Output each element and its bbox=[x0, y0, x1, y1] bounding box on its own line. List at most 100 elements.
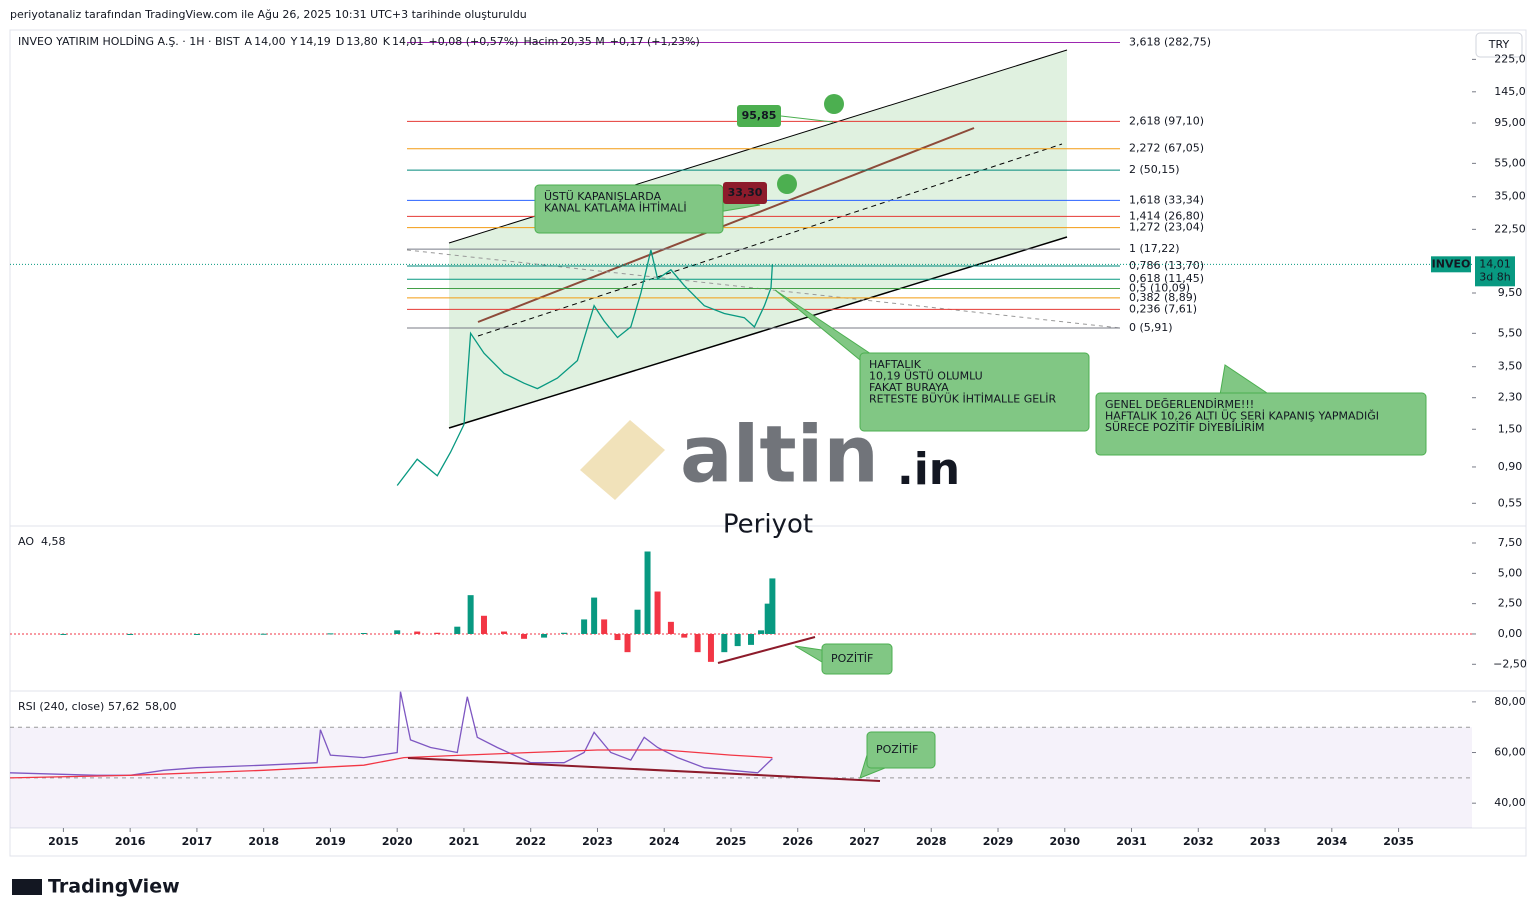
ao-tick-label: 0,00 bbox=[1498, 627, 1523, 640]
ao-bar bbox=[614, 633, 621, 641]
channel-trend bbox=[477, 127, 975, 323]
chart-frame bbox=[9, 29, 1527, 857]
ao-tick-label: 7,50 bbox=[1498, 536, 1523, 549]
ohlc-label: K bbox=[383, 35, 391, 48]
fib-label: 0,382 (8,89) bbox=[1129, 291, 1197, 304]
volume: 20,35 M bbox=[560, 35, 604, 48]
x-tick-label: 2016 bbox=[115, 835, 146, 848]
ao-trend bbox=[717, 636, 816, 664]
ohlc-value: 14,00 bbox=[254, 35, 286, 48]
callout-text: FAKAT BURAYA bbox=[869, 381, 949, 394]
callout-tail bbox=[794, 645, 823, 663]
pin bbox=[824, 94, 844, 114]
x-tick-label: 2034 bbox=[1316, 835, 1347, 848]
target-low: 33,30 bbox=[728, 186, 763, 199]
last-price-box bbox=[1475, 256, 1515, 287]
channel-mid bbox=[477, 143, 1063, 337]
ao-bar bbox=[764, 603, 771, 634]
callout bbox=[1095, 392, 1427, 456]
x-tick-label: 2026 bbox=[782, 835, 813, 848]
y-tick-label: 95,00 bbox=[1494, 116, 1526, 129]
ao-tick-label: 5,00 bbox=[1498, 566, 1523, 579]
countdown: 3d 8h bbox=[1479, 270, 1510, 283]
ohlc-value: 14,01 bbox=[392, 35, 424, 48]
ao-last: 4,58 bbox=[41, 535, 66, 548]
ao-bar bbox=[327, 633, 334, 635]
x-tick-label: 2024 bbox=[649, 835, 680, 848]
pin bbox=[777, 174, 797, 194]
ao-bar bbox=[748, 633, 755, 645]
ao-bar bbox=[721, 633, 728, 653]
x-tick-label: 2028 bbox=[916, 835, 947, 848]
ao-bar bbox=[591, 597, 598, 634]
ao-bar bbox=[127, 633, 134, 635]
ao-bar bbox=[667, 621, 674, 634]
watermark-author: Periyot bbox=[723, 510, 813, 540]
x-tick-label: 2018 bbox=[248, 835, 279, 848]
change: +0,08 (+0,57%) bbox=[429, 35, 519, 48]
ao-bar bbox=[260, 633, 267, 635]
symbol: INVEO YATIRIM HOLDİNG A.Ş. · 1H · BIST bbox=[18, 35, 240, 48]
ohlc-value: 14,19 bbox=[299, 35, 331, 48]
fib-label: 2,618 (97,10) bbox=[1129, 114, 1204, 127]
watermark-domain: .in bbox=[897, 444, 960, 495]
fib-label: 0,5 (10,09) bbox=[1129, 282, 1190, 295]
y-tick-label: 225,0 bbox=[1494, 52, 1526, 65]
callout-text: POZİTİF bbox=[831, 652, 873, 665]
volume-change: +0,17 (+1,23%) bbox=[610, 35, 700, 48]
ao-bar bbox=[434, 632, 441, 634]
fib-label: 2 (50,15) bbox=[1129, 163, 1180, 176]
callout-text: RETESTE BÜYÜK İHTİMALLE GELİR bbox=[869, 393, 1057, 406]
callout bbox=[534, 184, 724, 234]
fib-label: 0,786 (13,70) bbox=[1129, 259, 1204, 272]
rsi-tick-label: 40,00 bbox=[1494, 796, 1526, 809]
ao-bar bbox=[521, 633, 528, 639]
ao-tick-label: −2,50 bbox=[1493, 657, 1527, 670]
ao-bar bbox=[561, 632, 568, 634]
fib-label: 1 (17,22) bbox=[1129, 242, 1180, 255]
target-link bbox=[780, 115, 834, 123]
target-tag bbox=[737, 105, 781, 127]
callout-text: HAFTALIK bbox=[869, 358, 922, 371]
x-tick-label: 2027 bbox=[849, 835, 880, 848]
ao-bar bbox=[501, 631, 508, 634]
callout-text: GENEL DEĞERLENDİRME!!! bbox=[1105, 398, 1254, 411]
ao-bar bbox=[769, 578, 776, 634]
fib-label: 3,618 (282,75) bbox=[1129, 36, 1211, 49]
y-tick-label: 9,50 bbox=[1498, 286, 1523, 299]
ao-tick-label: 2,50 bbox=[1498, 597, 1523, 610]
fib-label: 1,618 (33,34) bbox=[1129, 193, 1204, 206]
x-tick-label: 2015 bbox=[48, 835, 79, 848]
x-tick-label: 2023 bbox=[582, 835, 613, 848]
fib-label: 1,414 (26,80) bbox=[1129, 209, 1204, 222]
attribution: periyotanaliz tarafından TradingView.com… bbox=[10, 8, 527, 21]
ao-bar bbox=[394, 630, 401, 634]
channel-fill bbox=[449, 50, 1067, 428]
x-tick-label: 2025 bbox=[716, 835, 747, 848]
fib-label: 2,272 (67,05) bbox=[1129, 142, 1204, 155]
ao-bar bbox=[601, 619, 608, 634]
ao-bar bbox=[654, 591, 661, 634]
ao-bar bbox=[644, 551, 651, 634]
y-tick-label: 35,00 bbox=[1494, 190, 1526, 203]
currency-button[interactable] bbox=[1475, 32, 1523, 58]
ao-bar bbox=[758, 630, 765, 634]
target-high: 95,85 bbox=[742, 109, 777, 122]
last-symbol: INVEO bbox=[1432, 257, 1471, 270]
callout-text: HAFTALIK 10,26 ALTI ÜÇ SERİ KAPANIŞ YAPM… bbox=[1105, 410, 1379, 423]
callout-text: POZİTİF bbox=[876, 743, 918, 756]
ao-bar bbox=[360, 632, 367, 634]
x-tick-label: 2033 bbox=[1250, 835, 1281, 848]
callout-text: 10,19 ÜSTÜ OLUMLU bbox=[869, 370, 983, 383]
currency[interactable]: TRY bbox=[1488, 38, 1510, 51]
last-price: 14,01 bbox=[1479, 257, 1511, 270]
x-tick-label: 2020 bbox=[382, 835, 413, 848]
x-tick-label: 2022 bbox=[515, 835, 546, 848]
ao-bar bbox=[454, 626, 461, 634]
callout-text: SÜRECE POZİTİF DİYEBİLİRİM bbox=[1105, 421, 1265, 434]
ao-bar bbox=[193, 633, 200, 635]
target-tag bbox=[723, 182, 767, 204]
x-tick-label: 2019 bbox=[315, 835, 346, 848]
footer-brand: TradingView bbox=[48, 876, 180, 898]
